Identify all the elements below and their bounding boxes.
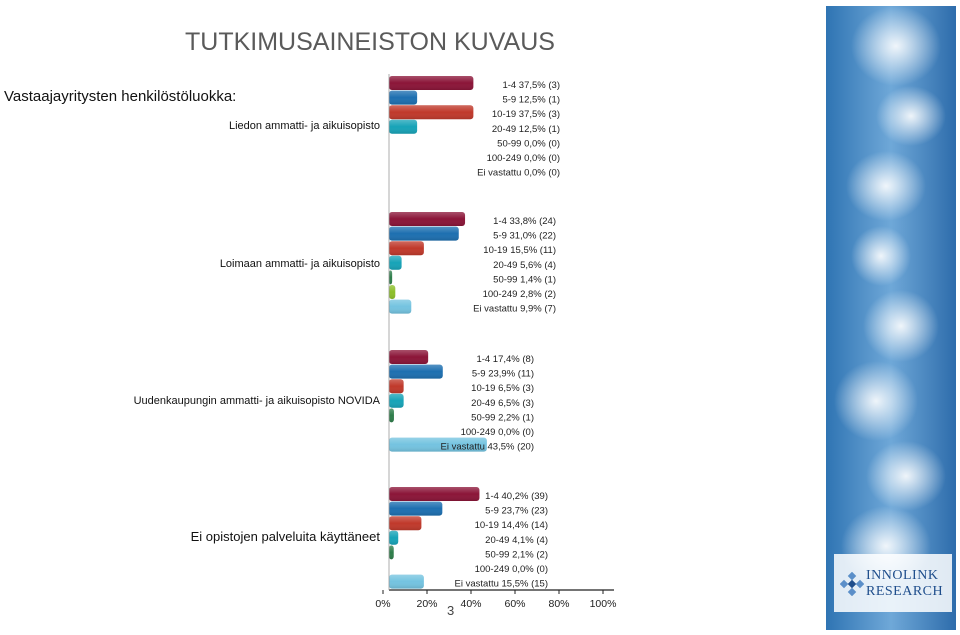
bar-shine — [389, 379, 404, 394]
bar-shine — [389, 530, 399, 545]
data-label: 10-19 37,5% (3) — [492, 109, 560, 120]
bar-shine — [389, 408, 394, 423]
data-label: Ei vastattu 15,5% (15) — [455, 579, 548, 590]
bar-shine — [389, 105, 474, 120]
data-label: 1-4 40,2% (39) — [485, 491, 548, 502]
bar-shine — [389, 516, 422, 531]
bar-shine — [389, 487, 480, 501]
bar-shine — [389, 299, 412, 314]
bar-shine — [389, 76, 474, 90]
bar-shine — [389, 364, 443, 379]
data-label: 50-99 2,2% (1) — [471, 412, 534, 423]
bar-shine — [389, 545, 394, 560]
data-label: 10-19 14,4% (14) — [475, 520, 548, 531]
data-label: 10-19 15,5% (11) — [483, 245, 556, 256]
x-tick-label: 60% — [504, 598, 525, 610]
x-tick-label: 20% — [416, 598, 437, 610]
data-label: Ei vastattu 0,0% (0) — [477, 168, 560, 179]
data-label: 20-49 4,1% (4) — [485, 535, 548, 546]
bar-shine — [389, 574, 424, 589]
data-label: 1-4 37,5% (3) — [502, 80, 560, 91]
x-tick-label: 100% — [590, 598, 617, 610]
bar-shine — [389, 393, 404, 408]
data-label: 5-9 23,9% (11) — [472, 369, 534, 380]
bar-shine — [389, 212, 466, 226]
data-label: 20-49 6,5% (3) — [471, 398, 534, 409]
data-label: 100-249 2,8% (2) — [483, 289, 556, 300]
data-label: 5-9 31,0% (22) — [493, 231, 556, 242]
data-label: 5-9 23,7% (23) — [485, 506, 548, 517]
bar-shine — [389, 501, 443, 516]
group-label: Loimaan ammatti- ja aikuisopisto — [220, 258, 380, 270]
data-label: 100-249 0,0% (0) — [461, 427, 534, 438]
group-label: Liedon ammatti- ja aikuisopisto — [229, 120, 380, 132]
bar-shine — [389, 226, 459, 241]
bar-shine — [389, 270, 393, 285]
group-label: Ei opistojen palveluita käyttäneet — [191, 529, 381, 544]
x-tick-label: 40% — [460, 598, 481, 610]
data-label: 5-9 12,5% (1) — [502, 95, 560, 106]
x-tick-label: 0% — [375, 598, 390, 610]
logo-text-innolink: INNOLINK — [866, 568, 939, 583]
bar-shine — [389, 350, 429, 364]
bar-shine — [389, 255, 402, 270]
innolink-logo-icon — [840, 572, 864, 596]
data-label: 100-249 0,0% (0) — [487, 153, 560, 164]
bar-shine — [389, 90, 418, 105]
data-label: 20-49 12,5% (1) — [492, 124, 560, 135]
page-number: 3 — [447, 603, 455, 618]
data-label: 50-99 0,0% (0) — [497, 138, 560, 149]
data-label: Ei vastattu 43,5% (20) — [441, 442, 534, 453]
data-label: 100-249 0,0% (0) — [475, 564, 548, 575]
data-label: 50-99 1,4% (1) — [493, 274, 556, 285]
group-label: Uudenkaupungin ammatti- ja aikuisopisto … — [134, 395, 381, 407]
x-tick-label: 80% — [548, 598, 569, 610]
data-label: 10-19 6,5% (3) — [471, 383, 534, 394]
page-title: TUTKIMUSAINEISTON KUVAUS — [185, 28, 555, 56]
bar-shine — [389, 437, 487, 452]
bar-shine — [389, 119, 418, 134]
data-label: 1-4 33,8% (24) — [493, 216, 556, 227]
data-label: 1-4 17,4% (8) — [476, 354, 534, 365]
decorative-side-panel — [826, 6, 956, 630]
logo-text-research: RESEARCH — [866, 584, 944, 599]
data-label: 50-99 2,1% (2) — [485, 549, 548, 560]
data-label: Ei vastattu 9,9% (7) — [473, 304, 556, 315]
data-label: 20-49 5,6% (4) — [493, 260, 556, 271]
page-subtitle: Vastaajayritysten henkilöstöluokka: — [4, 88, 237, 105]
bar-shine — [389, 285, 396, 299]
bar-shine — [389, 241, 424, 256]
